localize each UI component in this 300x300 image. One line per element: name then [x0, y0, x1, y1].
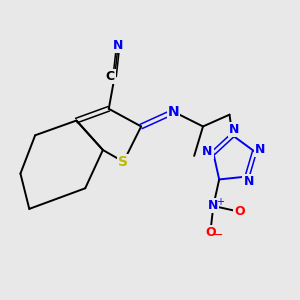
Text: N: N [229, 124, 239, 136]
Text: N: N [168, 105, 179, 119]
Text: N: N [202, 145, 213, 158]
Text: −: − [212, 229, 223, 242]
Text: N: N [255, 143, 266, 157]
Text: N: N [112, 39, 123, 52]
Text: S: S [118, 155, 128, 169]
Text: +: + [216, 197, 224, 207]
Text: C: C [106, 70, 115, 83]
Text: O: O [205, 226, 216, 239]
Text: O: O [235, 205, 245, 218]
Text: N: N [244, 175, 254, 188]
Text: N: N [208, 200, 218, 212]
